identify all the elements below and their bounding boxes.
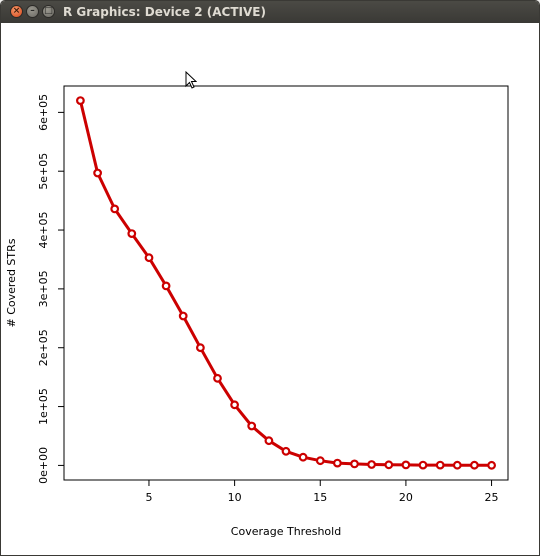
plot-box bbox=[63, 85, 509, 481]
maximize-icon[interactable]: □ bbox=[42, 5, 55, 18]
data-point bbox=[264, 436, 274, 446]
data-point bbox=[452, 460, 462, 470]
plot-canvas: 5 10 15 20 25 0e+00 1e+05 2e+05 3e+05 4e+05 5e+05… bbox=[1, 23, 539, 555]
data-point bbox=[93, 168, 102, 178]
data-point bbox=[213, 373, 222, 383]
x-tick-label: 10 bbox=[228, 491, 242, 504]
series-covered-strs bbox=[75, 96, 497, 470]
y-tick-label: 4e+05 bbox=[37, 212, 50, 249]
mouse-cursor-icon bbox=[185, 71, 197, 89]
title-bar[interactable]: × – □ R Graphics: Device 2 (ACTIVE) bbox=[1, 1, 539, 23]
data-point bbox=[178, 311, 188, 321]
y-tick-label: 2e+05 bbox=[37, 329, 50, 366]
y-tick-label: 1e+05 bbox=[37, 388, 50, 425]
x-axis: 5 10 15 20 25 bbox=[145, 479, 499, 504]
x-tick-label: 15 bbox=[313, 491, 327, 504]
x-tick-label: 25 bbox=[485, 491, 499, 504]
data-point bbox=[127, 229, 137, 239]
minimize-icon[interactable]: – bbox=[26, 5, 39, 18]
data-point bbox=[75, 96, 85, 105]
data-point bbox=[487, 460, 497, 470]
data-point bbox=[144, 253, 154, 263]
data-point bbox=[333, 458, 342, 468]
data-point bbox=[281, 446, 291, 456]
y-axis: 0e+00 1e+05 2e+05 3e+05 4e+05 5e+05 6e+05 bbox=[37, 94, 65, 484]
y-tick-label: 5e+05 bbox=[37, 153, 50, 190]
data-point bbox=[367, 460, 377, 469]
y-axis-label: # Covered STRs bbox=[5, 238, 18, 327]
x-tick-label: 20 bbox=[399, 491, 413, 504]
data-point bbox=[110, 204, 120, 214]
y-tick-label: 0e+00 bbox=[37, 447, 50, 484]
data-point bbox=[161, 281, 171, 291]
data-point bbox=[435, 460, 445, 470]
data-point bbox=[298, 452, 308, 462]
data-point bbox=[401, 460, 411, 470]
data-point bbox=[384, 460, 394, 470]
data-point bbox=[247, 421, 257, 431]
y-tick-label: 6e+05 bbox=[37, 94, 50, 131]
data-point bbox=[470, 460, 479, 470]
x-tick-label: 5 bbox=[145, 491, 152, 504]
data-point bbox=[195, 343, 205, 353]
data-point bbox=[418, 460, 428, 470]
coverage-chart: 5 10 15 20 25 0e+00 1e+05 2e+05 3e+05 4e+05 5e+05… bbox=[5, 85, 509, 538]
window-title: R Graphics: Device 2 (ACTIVE) bbox=[63, 5, 266, 19]
series-line bbox=[78, 100, 492, 467]
data-point bbox=[230, 400, 240, 410]
data-point bbox=[350, 459, 359, 469]
close-icon[interactable]: × bbox=[10, 5, 23, 18]
x-axis-label: Coverage Threshold bbox=[231, 525, 341, 538]
y-tick-label: 3e+05 bbox=[37, 270, 50, 307]
data-point bbox=[315, 456, 325, 466]
